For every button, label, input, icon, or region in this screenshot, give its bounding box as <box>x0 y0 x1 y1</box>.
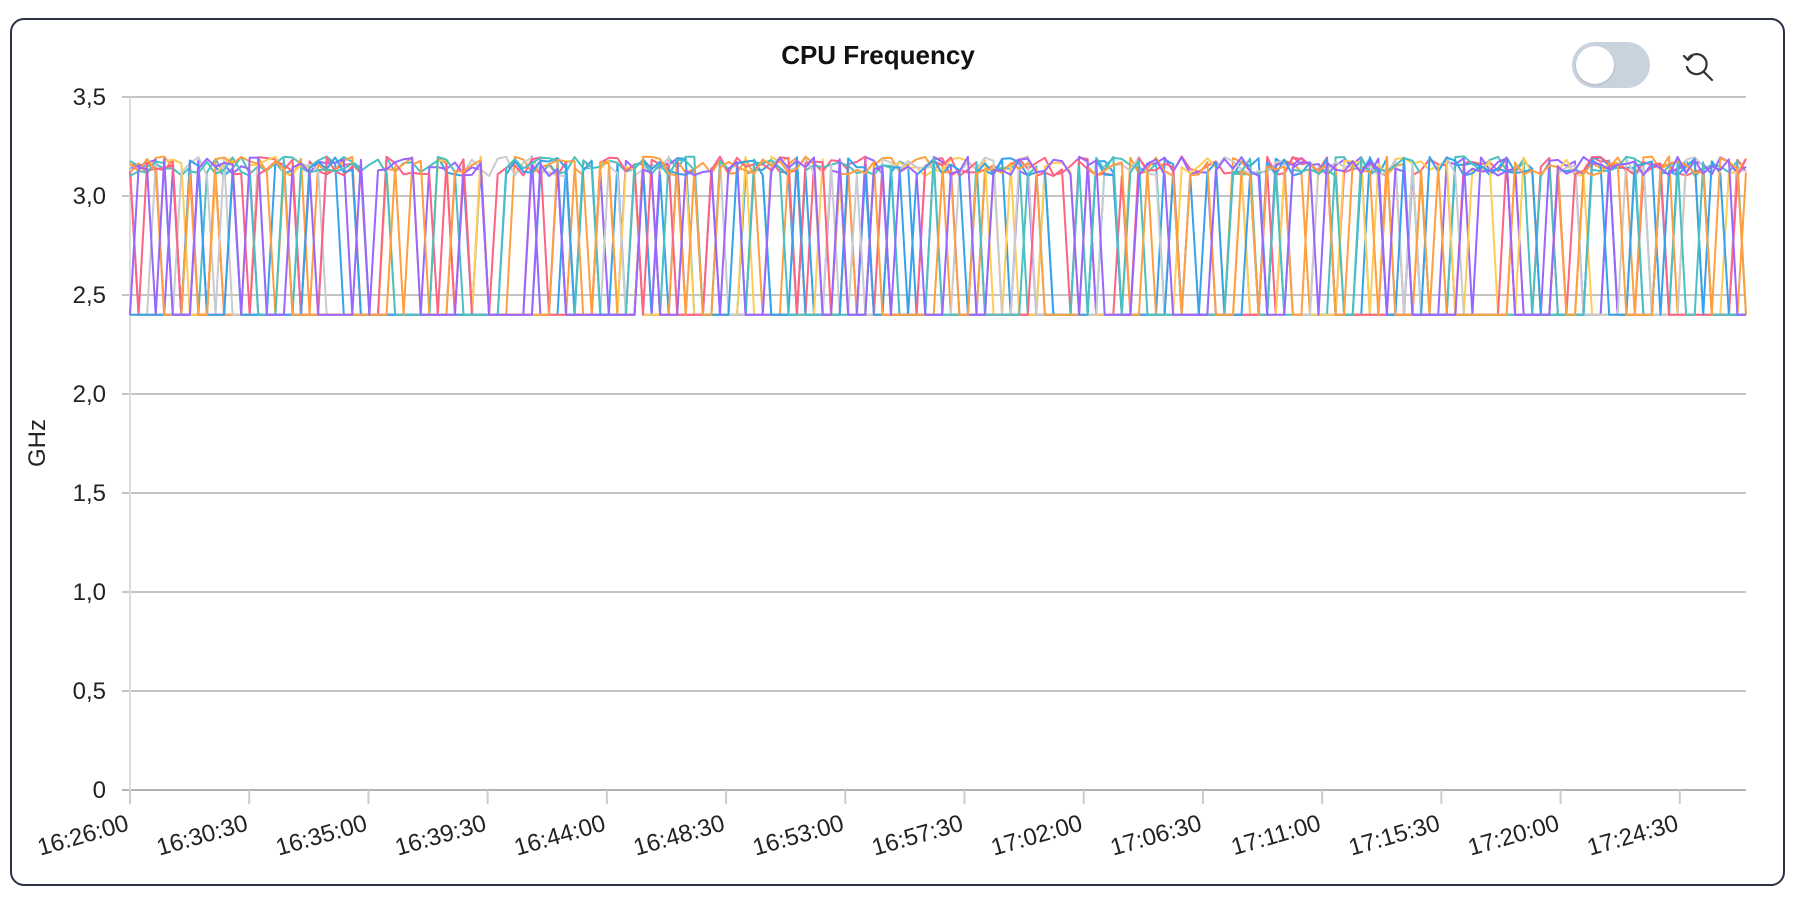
toggle-knob <box>1576 46 1614 84</box>
zoom-reset-icon[interactable] <box>1676 44 1716 84</box>
chart-title: CPU Frequency <box>781 40 975 70</box>
chart-card <box>10 18 1785 886</box>
zoom-reset-icon-svg <box>1682 53 1714 82</box>
toggle-switch[interactable] <box>1572 42 1650 88</box>
